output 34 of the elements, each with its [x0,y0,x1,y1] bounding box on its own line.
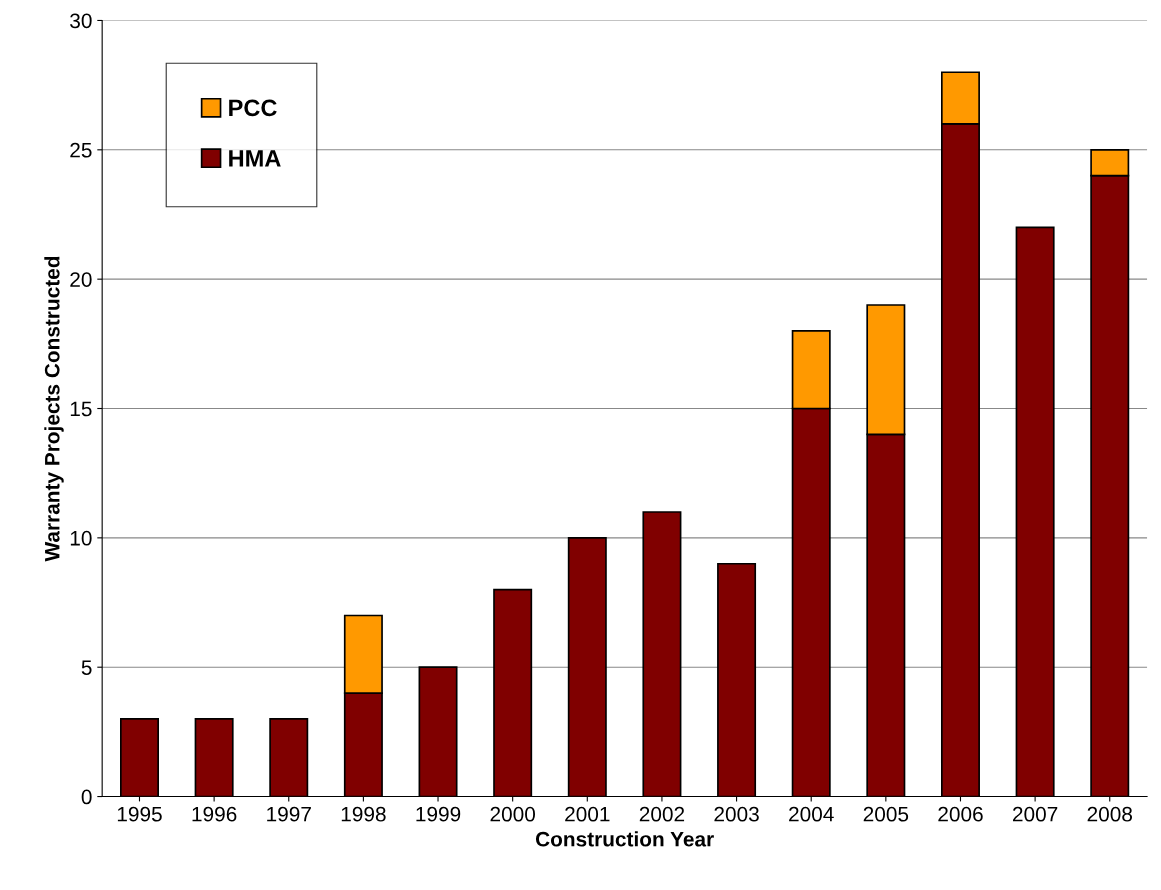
x-tick-label: 1995 [117,806,162,822]
bar [269,718,309,797]
x-tick-label: 2000 [490,806,536,822]
x-tick-label: 1996 [192,806,237,822]
bar [194,718,234,797]
y-tick-label: 20 [70,272,92,287]
y-axis-title: Warranty Projects Constructed [44,256,64,562]
y-tick-label: 30 [70,13,92,29]
x-tick-label: 1998 [341,806,386,822]
x-tick-label: 1997 [267,806,311,822]
x-tick-label: 2003 [714,806,759,822]
x-tick-label: 2001 [565,806,610,822]
x-tick-label: 1999 [416,806,461,822]
x-tick-label: 2004 [789,806,834,822]
bar [717,562,757,797]
x-axis-title: Construction Year [535,831,714,847]
bar [493,588,533,797]
y-tick-label: 15 [70,401,92,417]
y-tick-label: 25 [70,142,92,158]
x-tick-label: 2006 [938,806,983,822]
bar [642,511,682,797]
x-tick-label: 2007 [1012,806,1058,822]
y-tick-label: 5 [81,660,92,675]
bar [567,537,607,797]
x-tick-label: 2002 [639,806,685,822]
bar [119,718,159,797]
bar [418,666,458,797]
y-tick-label: 0 [81,789,92,805]
legend-label: PCC [229,99,277,117]
x-tick-label: 2005 [863,806,909,822]
legend-label: HMA [229,150,281,167]
bar [1015,226,1055,797]
y-tick-label: 10 [70,530,92,546]
x-tick-label: 2008 [1087,806,1133,822]
